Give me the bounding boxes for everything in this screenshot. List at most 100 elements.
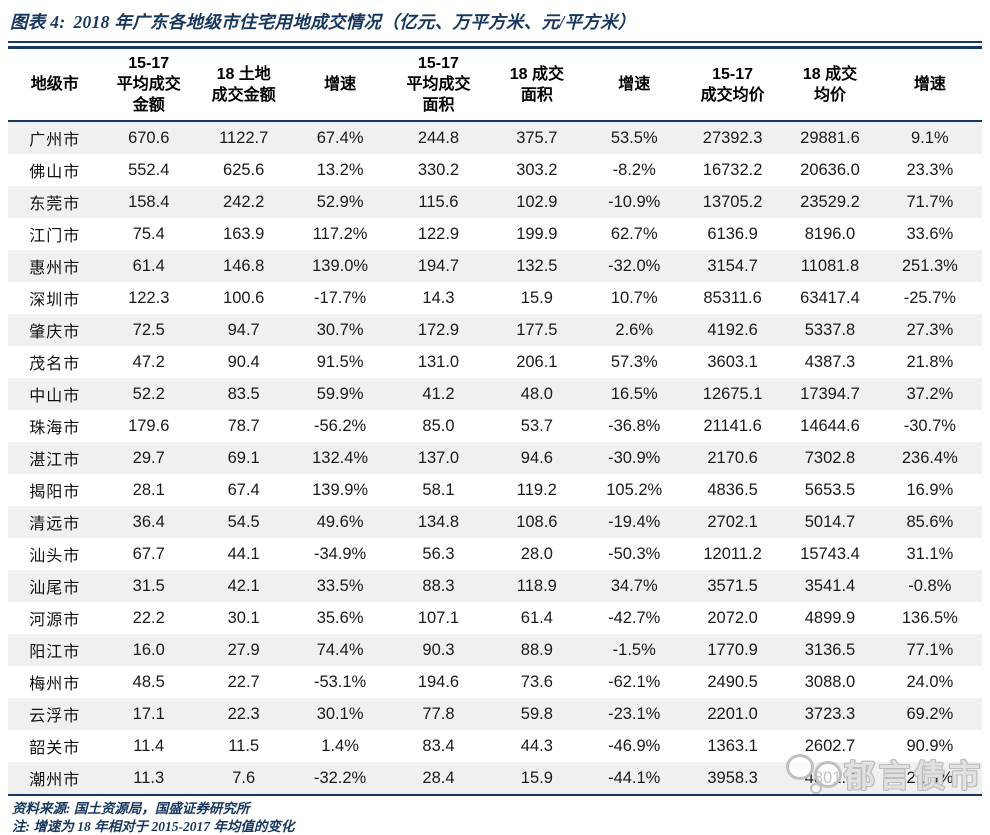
value-cell: 61.4 bbox=[132, 256, 165, 275]
value-cell: 37.2% bbox=[906, 384, 954, 403]
value-cell: 12011.2 bbox=[703, 544, 762, 563]
value-cell: 122.9 bbox=[417, 224, 460, 243]
city-cell: 惠州市 bbox=[29, 260, 81, 277]
value-cell: 59.9% bbox=[316, 384, 364, 403]
value-cell: 63417.4 bbox=[800, 288, 860, 307]
table-row: 汕头市 67.7 44.1 -34.9% 56.3 28.0 -50.3% 12011.2 15… bbox=[8, 538, 982, 570]
value-cell: 16.5% bbox=[610, 384, 658, 403]
value-cell: 3136.5 bbox=[804, 640, 856, 659]
value-cell: -36.8% bbox=[608, 416, 661, 435]
value-cell: 42.1 bbox=[227, 576, 260, 595]
column-header-5: 18 成交 面积 bbox=[509, 65, 564, 104]
value-cell: 30.7% bbox=[316, 320, 364, 339]
value-cell: 52.2 bbox=[132, 384, 165, 403]
table-row: 揭阳市 28.1 67.4 139.9% 58.1 119.2 105.2% 4836.5 56… bbox=[8, 474, 982, 506]
city-cell: 佛山市 bbox=[29, 164, 81, 181]
value-cell: 78.7 bbox=[227, 416, 260, 435]
table-row: 中山市 52.2 83.5 59.9% 41.2 48.0 16.5% 12675.1 1739… bbox=[8, 378, 982, 410]
table-row: 阳江市 16.0 27.9 74.4% 90.3 88.9 -1.5% 1770.9 3136.… bbox=[8, 634, 982, 666]
value-cell: 57.3% bbox=[610, 352, 658, 371]
value-cell: 29881.6 bbox=[800, 128, 860, 147]
value-cell: 625.6 bbox=[223, 160, 265, 179]
value-cell: 15743.4 bbox=[800, 544, 860, 563]
value-cell: 134.8 bbox=[417, 512, 460, 531]
value-cell: 44.1 bbox=[227, 544, 260, 563]
value-cell: 20636.0 bbox=[800, 160, 860, 179]
value-cell: 28.0 bbox=[520, 544, 553, 563]
value-cell: 6136.9 bbox=[707, 224, 758, 243]
value-cell: 136.5% bbox=[901, 608, 958, 627]
table-row: 河源市 22.2 30.1 35.6% 107.1 61.4 -42.7% 2072.0 489… bbox=[8, 602, 982, 634]
table-row: 韶关市 11.4 11.5 1.4% 83.4 44.3 -46.9% 1363.1 2602.… bbox=[8, 730, 982, 762]
value-cell: 53.7 bbox=[520, 416, 553, 435]
value-cell: -17.7% bbox=[313, 288, 367, 307]
city-cell: 深圳市 bbox=[29, 292, 81, 309]
column-header-1: 15-17 平均成交 金额 bbox=[116, 55, 181, 114]
value-cell: 33.6% bbox=[906, 224, 954, 243]
value-cell: 177.5 bbox=[516, 320, 558, 339]
value-cell: 108.6 bbox=[516, 512, 558, 531]
figure-title: 图表 4: 2018 年广东各地级市住宅用地成交情况（亿元、万平方米、元/平方米） bbox=[8, 6, 982, 43]
column-header-4: 15-17 平均成交 面积 bbox=[406, 55, 471, 114]
value-cell: 8196.0 bbox=[804, 224, 856, 243]
method-note: 注: 增速为 18 年相对于 2015-2017 年均值的变化 bbox=[12, 818, 295, 834]
table-row: 深圳市 122.3 100.6 -17.7% 14.3 15.9 10.7% 85311.6 6… bbox=[8, 282, 982, 314]
value-cell: -50.3% bbox=[608, 544, 661, 563]
value-cell: 16732.2 bbox=[702, 160, 763, 179]
value-cell: 27.3% bbox=[906, 320, 954, 339]
city-cell: 汕尾市 bbox=[29, 580, 81, 597]
value-cell: 2490.5 bbox=[707, 672, 758, 691]
value-cell: 137.0 bbox=[417, 448, 460, 467]
value-cell: 67.7 bbox=[132, 544, 165, 563]
city-cell: 潮州市 bbox=[29, 772, 81, 789]
value-cell: 90.3 bbox=[422, 640, 455, 659]
value-cell: 22.3 bbox=[227, 704, 260, 723]
table-header-row: 地级市 15-17 平均成交 金额 18 土地 成交金额 增速 15-17 平均成交 面… bbox=[8, 47, 982, 121]
value-cell: 5014.7 bbox=[804, 512, 856, 531]
value-cell: 23.3% bbox=[906, 160, 954, 179]
value-cell: 41.2 bbox=[422, 384, 455, 403]
value-cell: 67.4 bbox=[227, 480, 260, 499]
table-row: 肇庆市 72.5 94.7 30.7% 172.9 177.5 2.6% 4192.6 5337… bbox=[8, 314, 982, 346]
value-cell: 91.5% bbox=[316, 352, 364, 371]
value-cell: 28.1 bbox=[132, 480, 165, 499]
value-cell: 30.1% bbox=[316, 704, 364, 723]
city-cell: 中山市 bbox=[29, 388, 81, 405]
value-cell: -53.1% bbox=[313, 672, 367, 691]
value-cell: 35.6% bbox=[316, 608, 364, 627]
value-cell: 375.7 bbox=[516, 128, 558, 147]
value-cell: 85.0 bbox=[422, 416, 455, 435]
table-row: 云浮市 17.1 22.3 30.1% 77.8 59.8 -23.1% 2201.0 3723… bbox=[8, 698, 982, 730]
value-cell: 330.2 bbox=[417, 160, 460, 179]
value-cell: 27.9 bbox=[227, 640, 260, 659]
value-cell: 9.1% bbox=[911, 128, 949, 147]
value-cell: 88.3 bbox=[422, 576, 455, 595]
value-cell: 194.6 bbox=[417, 672, 460, 691]
value-cell: 73.6 bbox=[520, 672, 553, 691]
value-cell: 72.5 bbox=[132, 320, 165, 339]
value-cell: 3958.3 bbox=[707, 768, 758, 787]
value-cell: 90.9% bbox=[906, 736, 954, 755]
table-row: 江门市 75.4 163.9 117.2% 122.9 199.9 62.7% 6136.9 8… bbox=[8, 218, 982, 250]
value-cell: 62.7% bbox=[610, 224, 658, 243]
value-cell: 1770.9 bbox=[707, 640, 758, 659]
value-cell: 102.9 bbox=[516, 192, 558, 211]
value-cell: 48.0 bbox=[520, 384, 553, 403]
value-cell: 107.1 bbox=[417, 608, 460, 627]
value-cell: 139.0% bbox=[312, 256, 369, 275]
value-cell: 131.0 bbox=[417, 352, 460, 371]
value-cell: 179.6 bbox=[128, 416, 170, 435]
value-cell: 14644.6 bbox=[800, 416, 860, 435]
value-cell: 7.6 bbox=[232, 768, 256, 787]
value-cell: 16.9% bbox=[906, 480, 954, 499]
value-cell: 13.2% bbox=[316, 160, 364, 179]
value-cell: 3541.4 bbox=[804, 576, 856, 595]
value-cell: 7302.8 bbox=[804, 448, 856, 467]
value-cell: 118.9 bbox=[516, 576, 557, 595]
value-cell: 77.8 bbox=[422, 704, 455, 723]
land-transaction-table: 地级市 15-17 平均成交 金额 18 土地 成交金额 增速 15-17 平均成交 面… bbox=[8, 46, 982, 796]
value-cell: 3088.0 bbox=[804, 672, 856, 691]
table-row: 珠海市 179.6 78.7 -56.2% 85.0 53.7 -36.8% 21141.6 1… bbox=[8, 410, 982, 442]
value-cell: 4801.8 bbox=[804, 768, 856, 787]
value-cell: 206.1 bbox=[516, 352, 558, 371]
